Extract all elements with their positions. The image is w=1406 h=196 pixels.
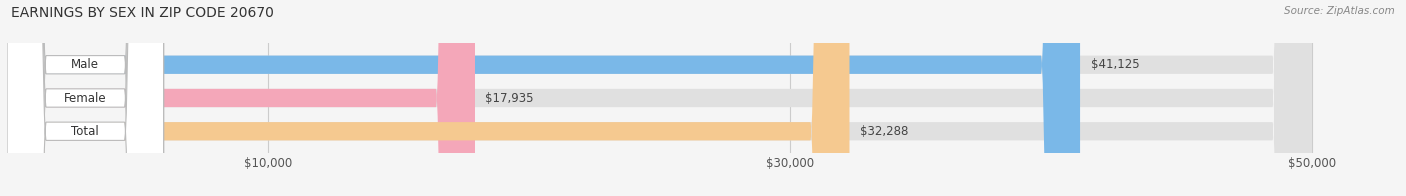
FancyBboxPatch shape bbox=[7, 0, 849, 196]
FancyBboxPatch shape bbox=[7, 0, 163, 196]
Text: $41,125: $41,125 bbox=[1091, 58, 1139, 71]
Text: Female: Female bbox=[65, 92, 107, 104]
FancyBboxPatch shape bbox=[7, 0, 163, 196]
FancyBboxPatch shape bbox=[7, 0, 1312, 196]
FancyBboxPatch shape bbox=[7, 0, 475, 196]
Text: Male: Male bbox=[72, 58, 100, 71]
FancyBboxPatch shape bbox=[7, 0, 1312, 196]
Text: Total: Total bbox=[72, 125, 100, 138]
FancyBboxPatch shape bbox=[7, 0, 163, 196]
Text: $32,288: $32,288 bbox=[860, 125, 908, 138]
FancyBboxPatch shape bbox=[7, 0, 1080, 196]
FancyBboxPatch shape bbox=[7, 0, 1312, 196]
Text: EARNINGS BY SEX IN ZIP CODE 20670: EARNINGS BY SEX IN ZIP CODE 20670 bbox=[11, 6, 274, 20]
Text: Source: ZipAtlas.com: Source: ZipAtlas.com bbox=[1284, 6, 1395, 16]
Text: $17,935: $17,935 bbox=[485, 92, 534, 104]
